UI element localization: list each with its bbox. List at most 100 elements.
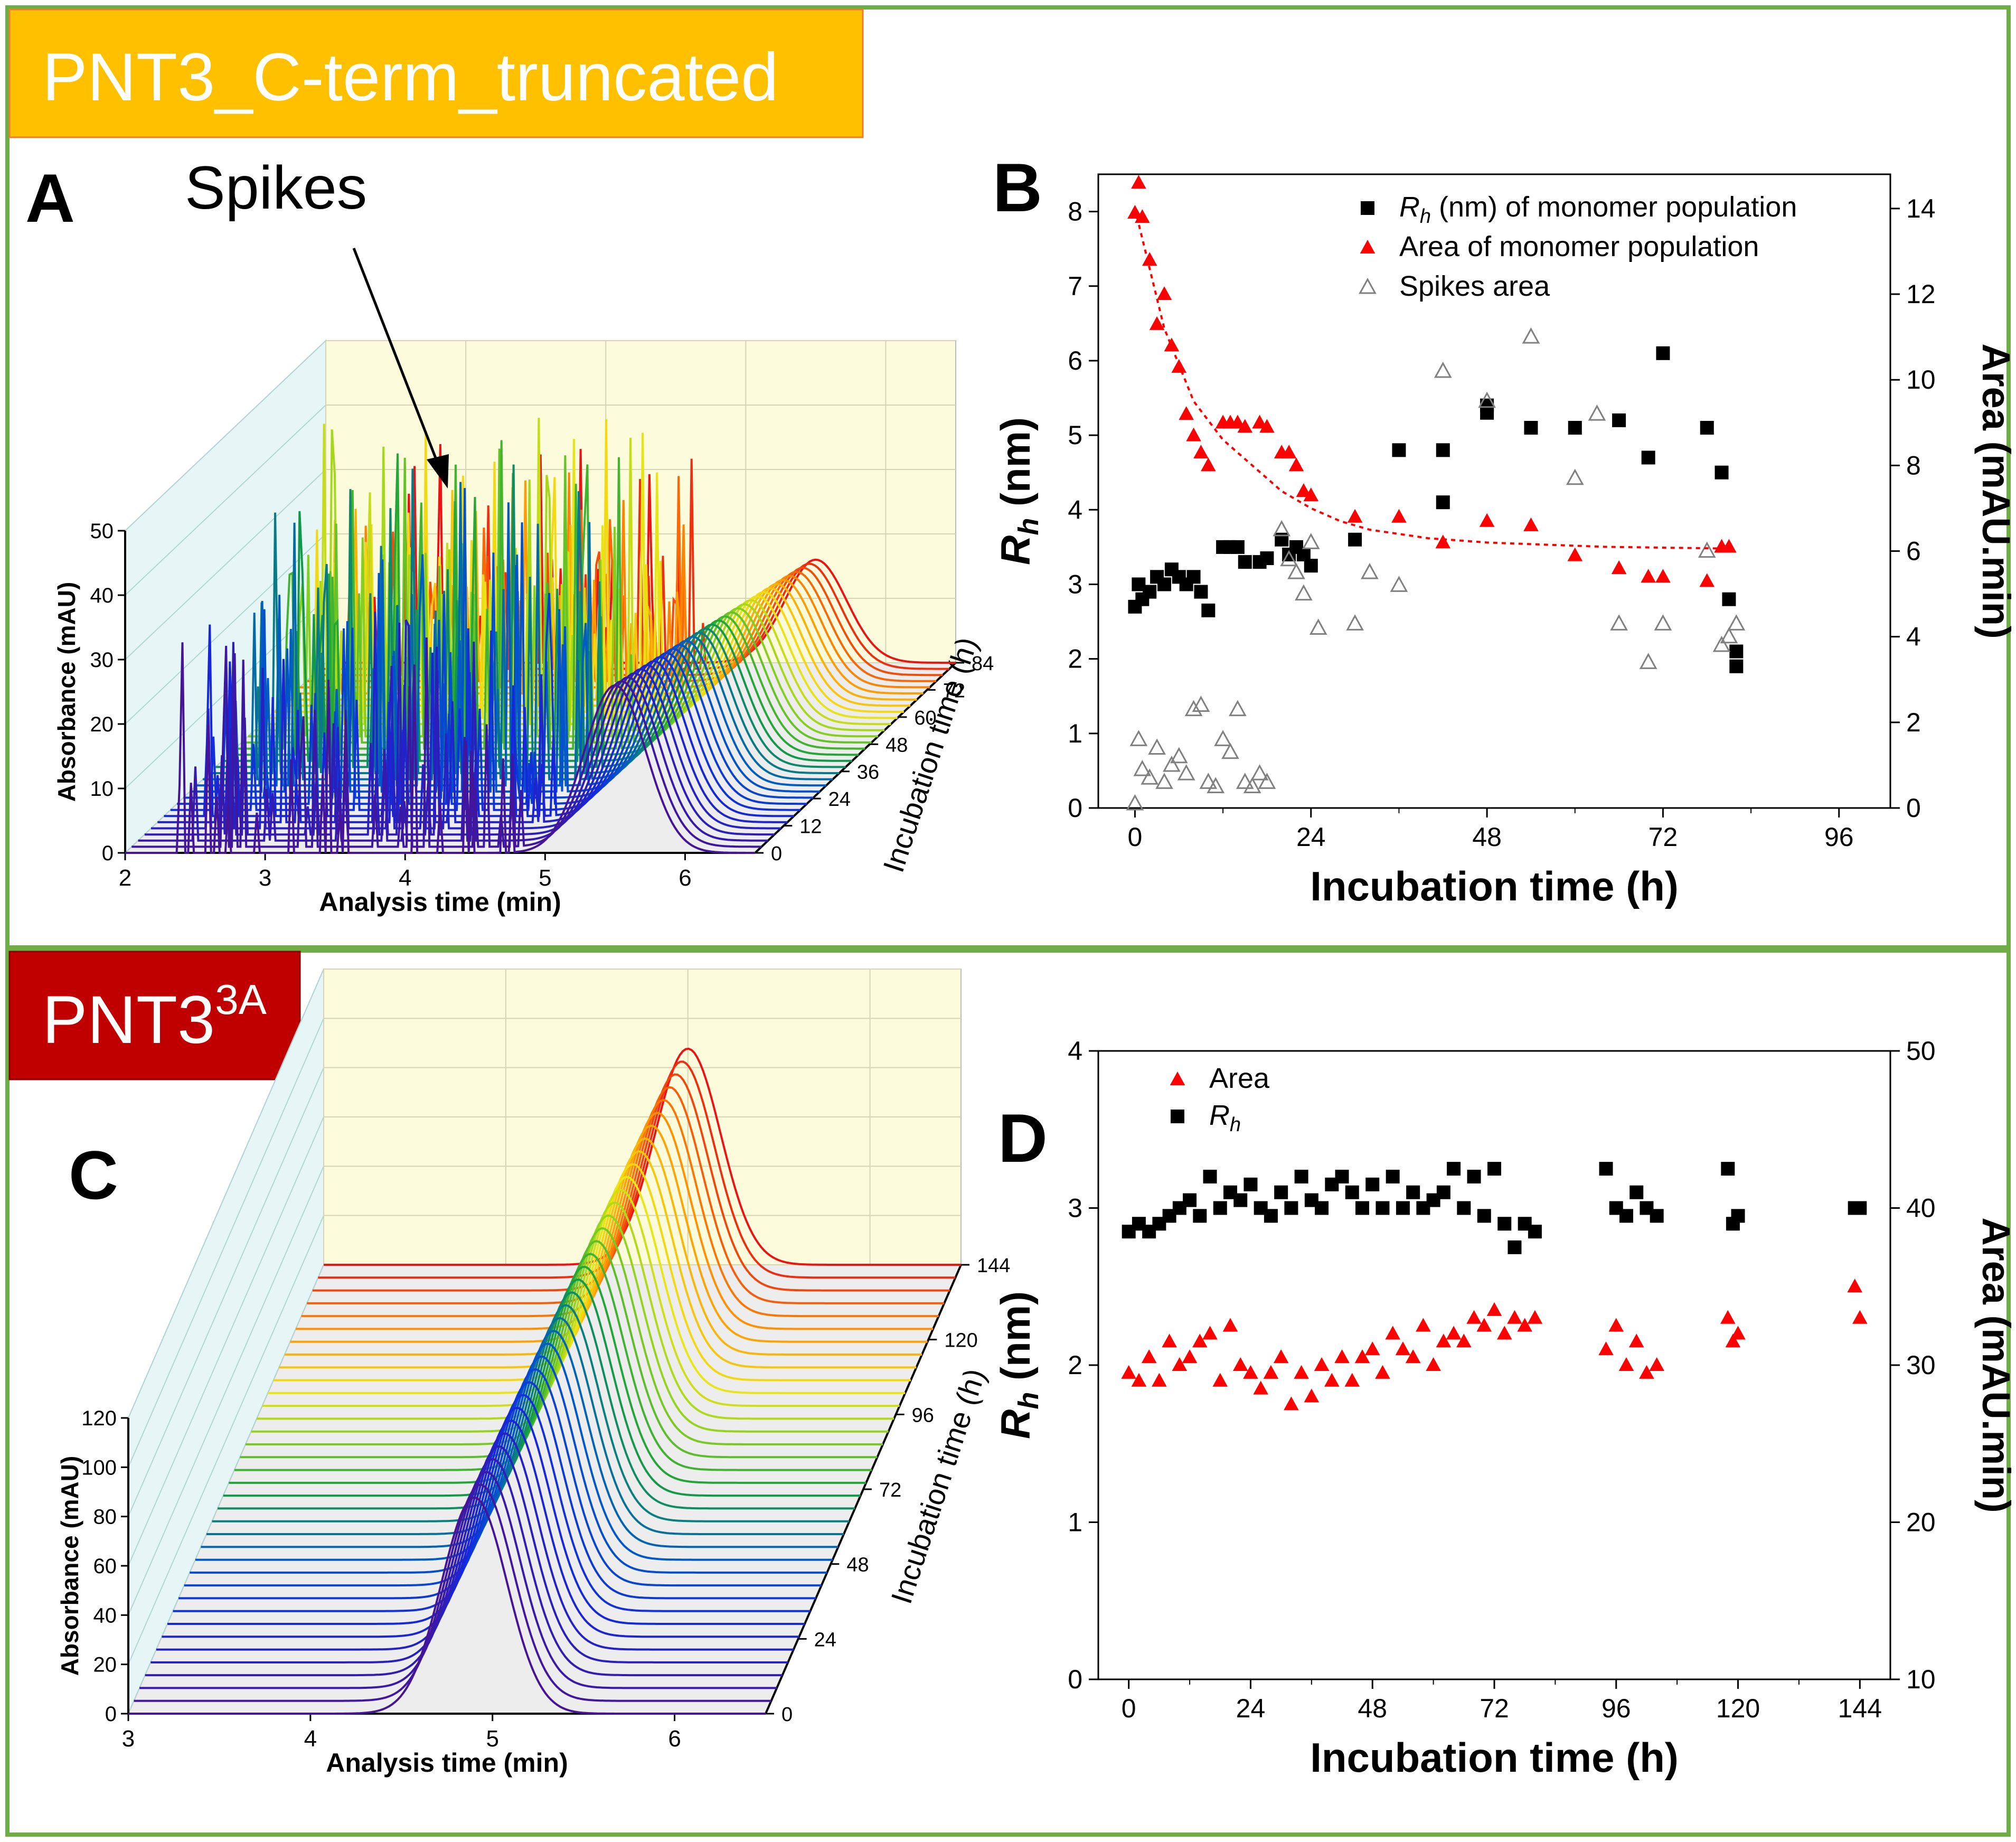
trace-line <box>125 642 755 854</box>
x-tick-label: 5 <box>539 865 551 891</box>
y2-tick-label: 14 <box>1906 194 1936 223</box>
y-tick-label: 10 <box>90 777 114 801</box>
top-label-box <box>8 8 864 138</box>
data-point <box>1232 1357 1248 1371</box>
panel-b-scatter: 0 24 48 72 9601234567802468101214Incubation … <box>992 173 2016 909</box>
y2-tick-label: 6 <box>1906 537 1921 566</box>
data-point <box>1853 1201 1867 1215</box>
y2-tick-label: 20 <box>1906 1508 1936 1537</box>
data-point <box>1527 1310 1543 1324</box>
data-point <box>1729 659 1744 673</box>
z-tick-label: 60 <box>914 707 936 729</box>
data-point <box>1133 759 1152 776</box>
x-axis-label: Analysis time (min) <box>326 1748 568 1778</box>
trace-line <box>190 1355 827 1574</box>
data-point <box>1213 1201 1227 1215</box>
data-point <box>1203 1170 1217 1183</box>
data-point <box>1598 1341 1614 1356</box>
panel-d-scatter: 0 24 48 72 96 120 144 0 1 2 3 4 10 20 30 40 50 Incubation… <box>992 1036 2016 1781</box>
x-tick-label: 0 <box>1122 1694 1136 1723</box>
trace-line <box>178 1381 816 1600</box>
data-point <box>1568 421 1582 435</box>
trace-line <box>162 1420 799 1638</box>
trace-line <box>167 1406 805 1625</box>
y-axis-label: Rh (nm) <box>992 417 1044 565</box>
data-point <box>1436 495 1450 510</box>
data-point <box>1406 1185 1420 1199</box>
data-point <box>1434 361 1452 378</box>
bottom-label-box <box>8 951 301 1080</box>
data-point <box>1522 327 1540 344</box>
data-point <box>1720 1310 1736 1324</box>
data-point <box>1496 1326 1512 1340</box>
data-point <box>1348 532 1362 547</box>
data-point <box>1148 738 1166 755</box>
data-point <box>1347 509 1363 523</box>
data-point <box>1480 406 1494 420</box>
data-point <box>1712 635 1731 652</box>
y-tick-label: 40 <box>93 1604 117 1627</box>
side-gridline <box>128 1018 324 1468</box>
data-point <box>1847 1279 1862 1293</box>
data-point <box>1207 777 1225 794</box>
legend-text: R <box>1209 1099 1230 1131</box>
data-point <box>1436 1185 1450 1199</box>
data-point <box>1566 468 1584 485</box>
data-point <box>1390 576 1408 592</box>
data-point <box>1611 560 1627 574</box>
x-tick-label: 120 <box>1716 1694 1760 1723</box>
data-point <box>1700 421 1714 435</box>
data-point <box>1376 1201 1390 1215</box>
y-tick-label: 0 <box>1068 793 1082 823</box>
data-point <box>1193 1209 1207 1223</box>
plot-frame <box>1097 173 1891 809</box>
data-point <box>1274 1185 1288 1199</box>
data-point <box>1699 573 1715 587</box>
y-tick-label: 4 <box>1068 495 1082 524</box>
legend-text: Spikes area <box>1399 270 1550 302</box>
data-point <box>1164 337 1180 352</box>
data-point <box>1524 421 1538 435</box>
trace-line <box>139 1471 777 1689</box>
side-gridline <box>128 969 324 1418</box>
data-point <box>1698 541 1716 558</box>
trace-line <box>201 1330 839 1548</box>
data-point <box>1237 419 1253 433</box>
data-point <box>1303 487 1319 502</box>
data-point <box>1395 1341 1411 1356</box>
data-point <box>1507 1310 1522 1324</box>
data-point <box>1731 1209 1745 1223</box>
trace-line <box>318 1060 956 1279</box>
y-tick-label: 20 <box>90 713 114 736</box>
x-tick-label: 4 <box>399 865 411 891</box>
data-point <box>1641 569 1656 583</box>
y-tick-label: 0 <box>1068 1665 1082 1694</box>
y-tick-label: 2 <box>1068 644 1082 674</box>
x-tick-label: 4 <box>304 1726 317 1752</box>
z-tick-label: 72 <box>943 680 965 702</box>
trace-line <box>268 1176 906 1394</box>
data-point <box>1375 1365 1390 1379</box>
z-tick-label: 144 <box>977 1255 1010 1277</box>
data-point <box>1528 1225 1542 1239</box>
side-gridline <box>128 1116 324 1566</box>
data-point <box>1346 614 1364 631</box>
data-point <box>1385 1326 1400 1340</box>
data-point <box>1523 517 1539 531</box>
data-point <box>1309 618 1327 635</box>
data-point <box>1304 559 1318 573</box>
data-point <box>1435 534 1451 549</box>
data-point <box>1364 1341 1380 1356</box>
y-tick-label: 100 <box>81 1456 117 1479</box>
data-point <box>1447 1162 1461 1176</box>
data-point <box>1476 1318 1492 1332</box>
data-point <box>1192 1333 1208 1348</box>
data-point <box>1157 577 1171 591</box>
data-point <box>1193 445 1209 459</box>
y-tick-label: 30 <box>90 649 114 672</box>
data-point <box>1280 550 1298 567</box>
trace-line <box>138 676 768 842</box>
legend-text: Area <box>1209 1063 1270 1094</box>
panel-letter-d: D <box>998 1099 1048 1177</box>
